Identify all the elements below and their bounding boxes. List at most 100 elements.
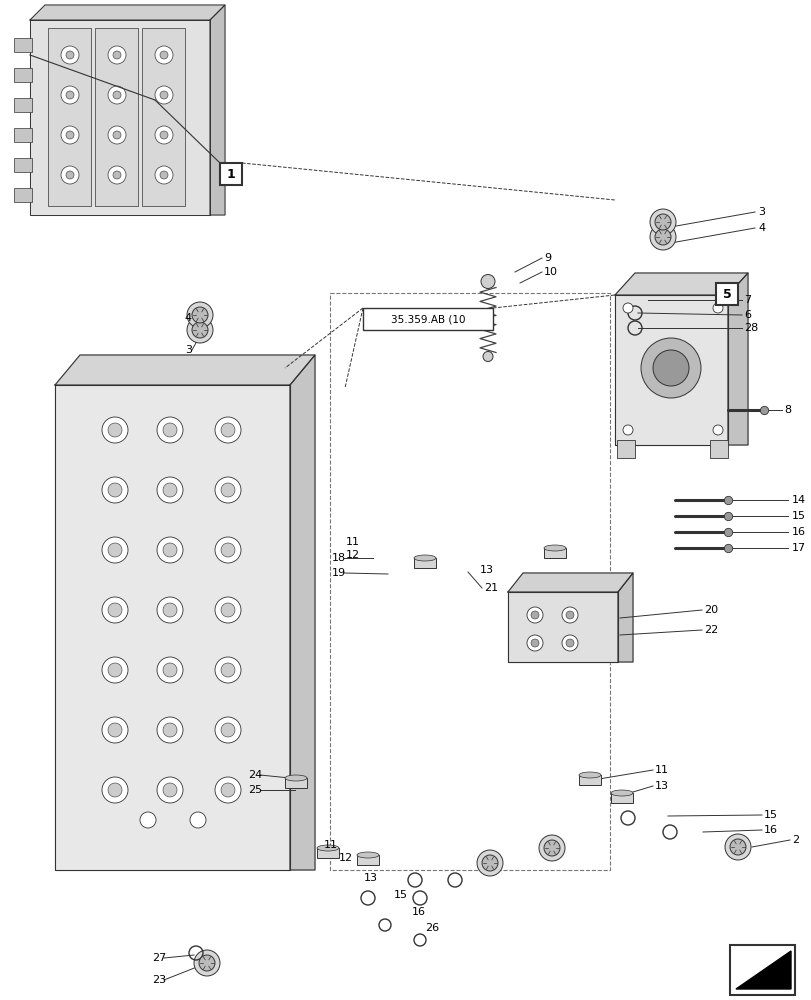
Circle shape: [108, 543, 122, 557]
Text: 8: 8: [783, 405, 790, 415]
Bar: [316, 848, 338, 858]
Text: 15: 15: [763, 810, 777, 820]
Bar: [543, 548, 565, 558]
Bar: [578, 775, 600, 785]
Circle shape: [482, 855, 497, 871]
Bar: [414, 558, 436, 568]
Bar: [14, 158, 32, 172]
Circle shape: [649, 209, 676, 235]
Circle shape: [163, 783, 177, 797]
Circle shape: [66, 91, 74, 99]
Circle shape: [160, 131, 168, 139]
Bar: [95, 28, 138, 206]
Text: 19: 19: [332, 568, 345, 578]
Circle shape: [199, 955, 215, 971]
Circle shape: [221, 783, 234, 797]
Circle shape: [543, 840, 560, 856]
Circle shape: [160, 171, 168, 179]
Circle shape: [190, 812, 206, 828]
Circle shape: [187, 317, 212, 343]
Circle shape: [108, 46, 126, 64]
Circle shape: [649, 224, 676, 250]
Circle shape: [139, 812, 156, 828]
Text: 11: 11: [654, 765, 668, 775]
Circle shape: [160, 91, 168, 99]
Text: 35.359.AB (10: 35.359.AB (10: [390, 314, 465, 324]
Circle shape: [712, 425, 722, 435]
Text: 23: 23: [152, 975, 165, 985]
Circle shape: [530, 611, 539, 619]
Circle shape: [157, 477, 182, 503]
Circle shape: [61, 166, 79, 184]
Bar: [14, 128, 32, 142]
Circle shape: [215, 717, 241, 743]
Circle shape: [113, 171, 121, 179]
Circle shape: [215, 597, 241, 623]
Circle shape: [61, 86, 79, 104]
Circle shape: [108, 86, 126, 104]
Circle shape: [191, 322, 208, 338]
Text: 3: 3: [757, 207, 764, 217]
Text: 25: 25: [247, 785, 262, 795]
Circle shape: [561, 607, 577, 623]
Circle shape: [221, 483, 234, 497]
Circle shape: [652, 350, 689, 386]
Circle shape: [61, 46, 79, 64]
Circle shape: [194, 950, 220, 976]
Text: 12: 12: [338, 853, 353, 863]
Bar: [610, 793, 633, 803]
Circle shape: [729, 839, 745, 855]
Text: 2: 2: [791, 835, 798, 845]
Polygon shape: [30, 20, 210, 215]
Circle shape: [102, 417, 128, 443]
Circle shape: [221, 423, 234, 437]
Circle shape: [215, 417, 241, 443]
Circle shape: [157, 657, 182, 683]
Text: 12: 12: [345, 550, 359, 560]
Polygon shape: [55, 355, 315, 385]
Ellipse shape: [543, 545, 565, 551]
Circle shape: [66, 131, 74, 139]
Circle shape: [102, 657, 128, 683]
Circle shape: [160, 51, 168, 59]
Polygon shape: [614, 295, 727, 445]
Text: 18: 18: [332, 553, 345, 563]
Circle shape: [102, 717, 128, 743]
Circle shape: [102, 537, 128, 563]
Bar: [709, 440, 727, 458]
Circle shape: [108, 783, 122, 797]
Polygon shape: [508, 592, 617, 662]
Ellipse shape: [578, 772, 600, 778]
Polygon shape: [617, 573, 633, 662]
Circle shape: [102, 777, 128, 803]
Text: 27: 27: [152, 953, 165, 963]
Circle shape: [155, 46, 173, 64]
Circle shape: [476, 850, 502, 876]
Circle shape: [191, 307, 208, 323]
Circle shape: [561, 635, 577, 651]
Polygon shape: [290, 355, 315, 870]
Circle shape: [565, 611, 573, 619]
Polygon shape: [614, 273, 747, 295]
Circle shape: [157, 537, 182, 563]
Ellipse shape: [414, 555, 436, 561]
Circle shape: [157, 777, 182, 803]
Text: 26: 26: [424, 923, 439, 933]
Polygon shape: [735, 951, 790, 989]
Circle shape: [155, 166, 173, 184]
Text: 16: 16: [763, 825, 777, 835]
Bar: [715, 283, 737, 305]
Bar: [616, 440, 634, 458]
Circle shape: [157, 597, 182, 623]
Text: 5: 5: [722, 288, 731, 300]
Ellipse shape: [610, 790, 633, 796]
Bar: [142, 28, 185, 206]
Polygon shape: [30, 5, 225, 20]
Bar: [48, 28, 91, 206]
Circle shape: [108, 723, 122, 737]
Text: 13: 13: [654, 781, 668, 791]
Circle shape: [157, 417, 182, 443]
Text: 4: 4: [757, 223, 764, 233]
Text: 24: 24: [247, 770, 262, 780]
Circle shape: [187, 302, 212, 328]
